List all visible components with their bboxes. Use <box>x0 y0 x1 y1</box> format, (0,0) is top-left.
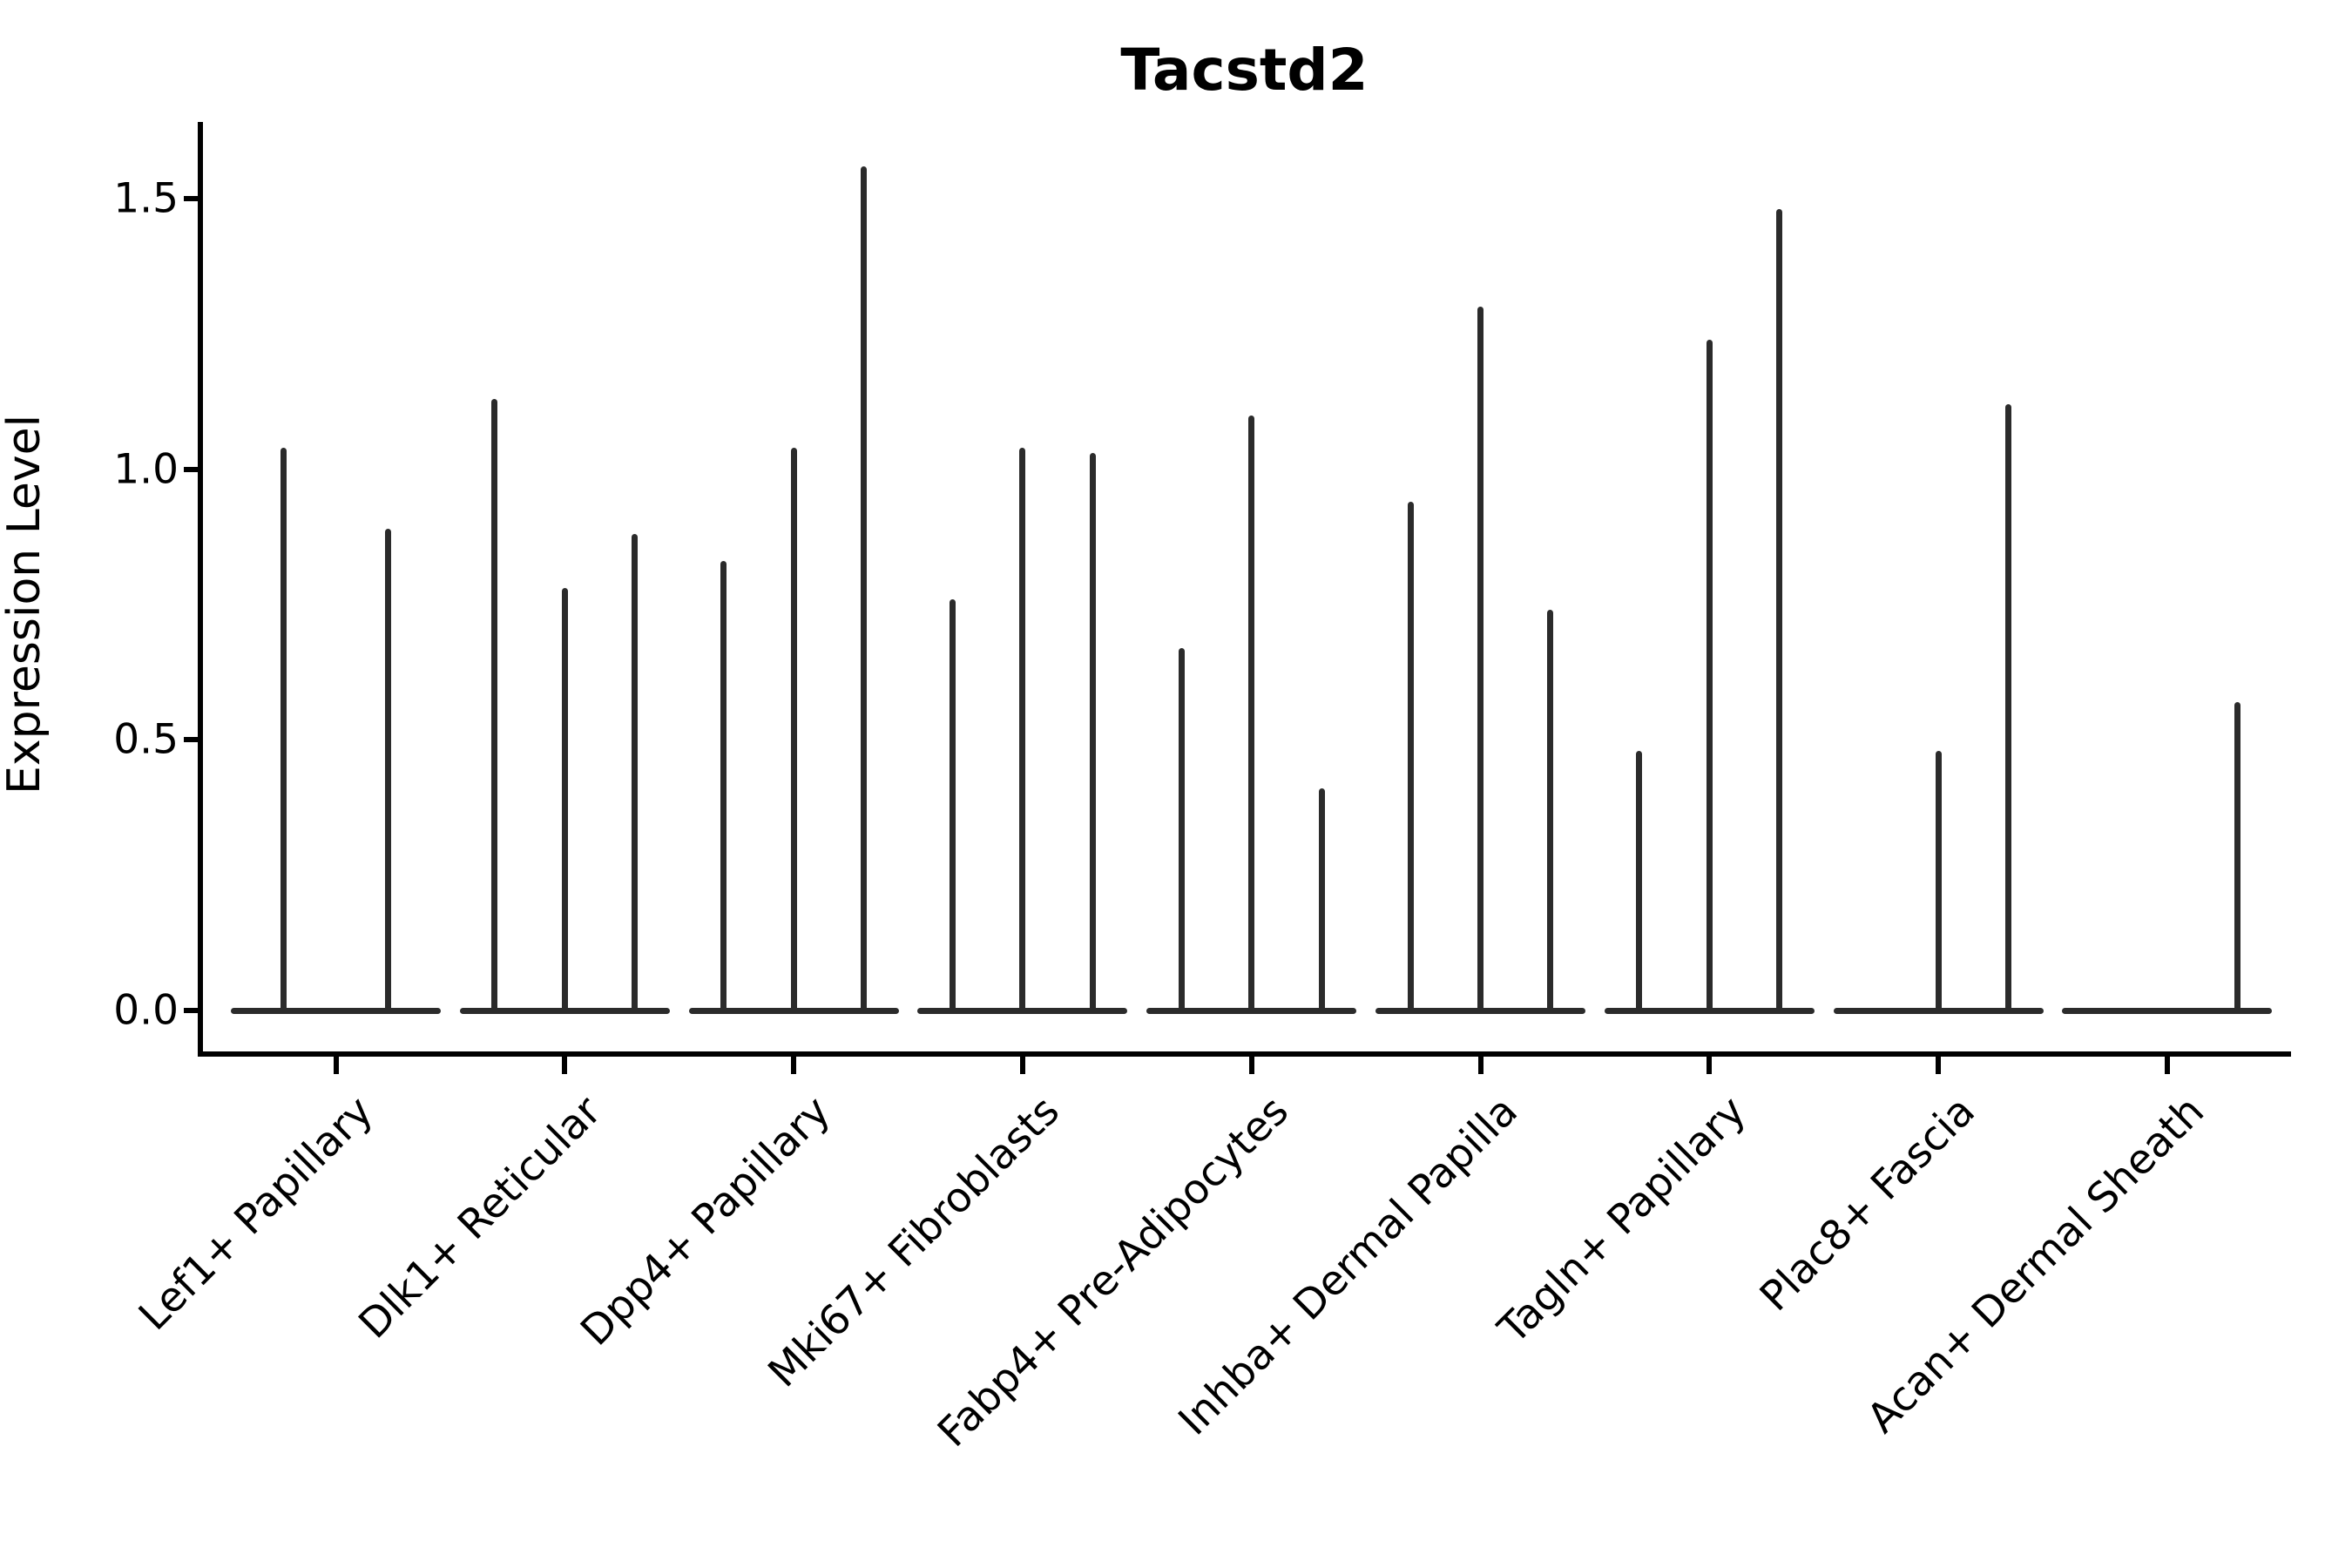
violin-baseline <box>231 1008 441 1014</box>
violin-spike <box>385 529 392 1013</box>
violin-spike <box>950 598 956 1013</box>
violin-spike <box>720 561 727 1013</box>
x-tick-mark <box>2164 1057 2170 1074</box>
x-axis-spine <box>198 1051 2291 1057</box>
x-tick-mark <box>1019 1057 1025 1074</box>
violin-spike <box>2004 404 2011 1013</box>
x-tick-label: Lef1+ Papillary <box>129 1087 382 1340</box>
violin-spike <box>1178 647 1185 1013</box>
x-tick-mark <box>562 1057 568 1074</box>
y-axis-label: Expression Level <box>0 414 51 795</box>
y-tick-label: 0.0 <box>113 986 179 1035</box>
x-tick-mark <box>791 1057 797 1074</box>
y-tick-mark <box>184 466 198 472</box>
violin-spike <box>2234 701 2240 1013</box>
y-tick-label: 1.0 <box>113 445 179 494</box>
x-tick-mark <box>1707 1057 1713 1074</box>
violin-spike <box>1407 501 1414 1013</box>
x-tick-label: Tagln+ Papillary <box>1489 1087 1756 1354</box>
violin-spike <box>1318 788 1325 1013</box>
violin-spike <box>561 588 568 1013</box>
y-tick-label: 0.5 <box>113 715 179 764</box>
violin-baseline <box>2062 1008 2273 1014</box>
x-tick-mark <box>1936 1057 1942 1074</box>
x-tick-mark <box>1477 1057 1484 1074</box>
x-tick-mark <box>1248 1057 1254 1074</box>
violin-spike <box>1706 339 1713 1013</box>
y-tick-mark <box>184 196 198 202</box>
violin-spike <box>1089 453 1096 1013</box>
violin-spike <box>1935 750 1942 1013</box>
x-tick-label: Plac8+ Fascia <box>1751 1087 1984 1321</box>
violin-spike <box>1776 209 1783 1013</box>
y-axis-spine <box>198 122 203 1057</box>
violin-spike <box>1248 415 1255 1013</box>
violin-spike <box>491 398 498 1013</box>
violin-spike <box>860 166 867 1013</box>
y-tick-label: 1.5 <box>113 174 179 223</box>
violin-spike <box>632 534 639 1013</box>
y-tick-mark <box>184 737 198 743</box>
x-tick-label: Dlk1+ Reticular <box>349 1087 612 1348</box>
violin-spike <box>1636 750 1643 1013</box>
y-tick-mark <box>184 1008 198 1013</box>
chart-title: Tacstd2 <box>1120 37 1369 104</box>
violin-spike <box>280 447 287 1013</box>
violin-spike <box>1019 447 1026 1013</box>
x-tick-label: Dpp4+ Papillary <box>571 1087 840 1355</box>
violin-spike <box>1547 610 1554 1013</box>
violin-spike <box>1477 307 1484 1013</box>
x-tick-mark <box>333 1057 339 1074</box>
violin-spike <box>790 447 797 1013</box>
